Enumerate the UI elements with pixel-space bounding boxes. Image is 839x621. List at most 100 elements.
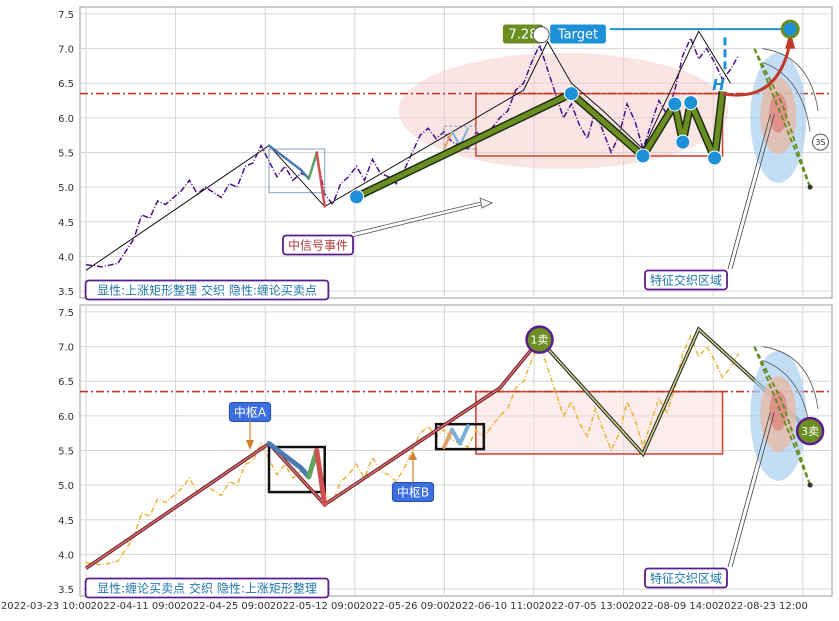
pivot-b-box bbox=[434, 422, 486, 451]
bottom-zone-label: 特征交织区域 bbox=[650, 570, 722, 585]
pivot-b-arrow-head bbox=[409, 451, 417, 460]
peak-circle bbox=[532, 26, 550, 44]
x-tick-label: 2022-03-23 10:00 bbox=[1, 601, 91, 612]
bottom-forecast-path bbox=[753, 346, 812, 486]
bottom-pivot-rectangle bbox=[475, 390, 724, 455]
pivot-dot bbox=[349, 189, 365, 205]
top-ytick-label: 4.5 bbox=[58, 218, 74, 229]
event-arrow bbox=[351, 200, 486, 234]
pivot-a-box bbox=[267, 445, 326, 494]
bottom-ytick-label: 3.5 bbox=[58, 585, 74, 596]
top-forecast-arc bbox=[762, 62, 811, 132]
bottom-segment2-0 bbox=[442, 427, 455, 450]
pivot-dot bbox=[667, 96, 683, 112]
bottom-ytick-label: 5.5 bbox=[58, 447, 74, 458]
target-value: 7.28 bbox=[509, 28, 538, 43]
pivot-a-label-group: 中枢A bbox=[228, 402, 272, 422]
target-label-group: Target bbox=[549, 23, 607, 45]
bottom-zone-label-box bbox=[644, 567, 728, 589]
bottom-zone-arrow bbox=[731, 412, 775, 568]
bottom-ytick-label: 7.0 bbox=[58, 343, 74, 354]
top-forecast-arc bbox=[762, 48, 819, 111]
pivot-b-label-group: 中枢B bbox=[391, 482, 435, 502]
top-zone-label: 特征交织区域 bbox=[650, 272, 722, 287]
top-ytick-label: 5.5 bbox=[58, 149, 74, 160]
sell1-marker bbox=[525, 325, 554, 354]
pivot-dot bbox=[563, 86, 579, 102]
event-label-group: 中信号事件 bbox=[282, 234, 354, 256]
bottom-forecast-ellipse-inner bbox=[769, 390, 788, 431]
bottom-ytick-label: 7.5 bbox=[58, 308, 74, 319]
bottom-zone-label-group: 特征交织区域 bbox=[644, 567, 728, 589]
top-status-label-box bbox=[84, 279, 330, 301]
bottom-segment-3 bbox=[314, 448, 328, 508]
bottom-segment2-1 bbox=[450, 427, 462, 446]
bottom-status-label-box bbox=[84, 577, 330, 599]
bottom-panel: 3.5 4.0 4.5 5.0 5.5 6.0 6.5 7.0 7.5 特征交织区域显性:缠论买卖… bbox=[58, 304, 833, 599]
x-tick-label: 2022-04-25 09:00 bbox=[180, 601, 270, 612]
bottom-forecast-end-dot bbox=[807, 482, 813, 488]
target-curve-head bbox=[785, 31, 796, 49]
top-forecast-ellipse-inner bbox=[769, 92, 788, 133]
top-forecast-path bbox=[753, 48, 812, 188]
top-stroke-line bbox=[85, 30, 731, 271]
bottom-ytick-label: 4.0 bbox=[58, 550, 74, 561]
top-segment2-0 bbox=[443, 130, 454, 151]
top-ytick-label: 6.5 bbox=[58, 79, 74, 90]
h-marker: H bbox=[712, 76, 725, 94]
bottom-segment-0 bbox=[266, 441, 304, 471]
x-tick-label: 2022-08-23 12:00 bbox=[718, 601, 808, 612]
pivot-b-label-box bbox=[391, 482, 435, 502]
bottom-zone-arrow bbox=[727, 412, 771, 568]
bottom-segment2-2 bbox=[457, 424, 470, 446]
bottom-forecast-path-b bbox=[753, 346, 812, 486]
sell3-marker bbox=[795, 416, 825, 446]
circle-3s bbox=[811, 133, 829, 151]
target-curve bbox=[722, 41, 792, 97]
top-segment-1 bbox=[299, 168, 311, 181]
bottom-stroke-late bbox=[538, 327, 811, 456]
green-path bbox=[355, 91, 726, 200]
top-ytick-label: 3.5 bbox=[58, 287, 74, 298]
pivot-dot bbox=[675, 134, 691, 150]
bottom-status-label-group: 显性:缠论买卖点 交织 隐性:上涨矩形整理 bbox=[84, 577, 330, 599]
top-segment2-1 bbox=[451, 130, 461, 147]
x-tick-label: 2022-04-11 09:00 bbox=[91, 601, 181, 612]
x-axis: 2022-03-23 10:00 2022-04-11 09:00 2022-04-… bbox=[1, 601, 808, 612]
top-zone-arrow bbox=[731, 114, 775, 270]
target-marker bbox=[780, 19, 800, 39]
event-label-box bbox=[282, 234, 354, 256]
x-tick-label: 2022-05-12 09:00 bbox=[270, 601, 360, 612]
pivot-b-label: 中枢B bbox=[397, 484, 429, 499]
top-segment-3 bbox=[315, 151, 326, 208]
top-zone-label-box bbox=[644, 269, 728, 291]
event-arrow bbox=[351, 203, 486, 238]
bottom-forecast-arc bbox=[762, 346, 819, 409]
top-small-box bbox=[268, 148, 326, 194]
bottom-ytick-label: 6.5 bbox=[58, 377, 74, 388]
pivot-dot bbox=[635, 148, 651, 164]
top-segment-0 bbox=[267, 144, 303, 172]
sell1-label: 1卖 bbox=[531, 334, 549, 347]
bottom-ytick-label: 4.5 bbox=[58, 516, 74, 527]
event-label: 中信号事件 bbox=[288, 237, 348, 252]
pivot-dot bbox=[707, 150, 723, 166]
x-tick-label: 2022-06-10 11:00 bbox=[449, 601, 539, 612]
top-forecast-path-b bbox=[753, 48, 812, 188]
bottom-ytick-label: 5.0 bbox=[58, 481, 74, 492]
pivot-dot bbox=[683, 95, 699, 111]
top-ytick-label: 6.0 bbox=[58, 114, 74, 125]
x-tick-label: 2022-07-05 13:00 bbox=[539, 601, 629, 612]
top-zone-arrow bbox=[727, 114, 771, 270]
top-ytick-label: 7.0 bbox=[58, 45, 74, 56]
top-ytick-label: 7.5 bbox=[58, 10, 74, 21]
pivot-a-label: 中枢A bbox=[234, 404, 267, 419]
event-arrow-head bbox=[479, 197, 493, 209]
x-tick-label: 2022-08-09 14:00 bbox=[628, 601, 718, 612]
circle-3s-label: 3S bbox=[815, 138, 825, 147]
sell3-label: 3卖 bbox=[801, 425, 819, 438]
top-status-label: 显性:上涨矩形整理 交织 隐性:缠论买卖点 bbox=[97, 282, 317, 297]
top-segment-2 bbox=[307, 151, 319, 181]
